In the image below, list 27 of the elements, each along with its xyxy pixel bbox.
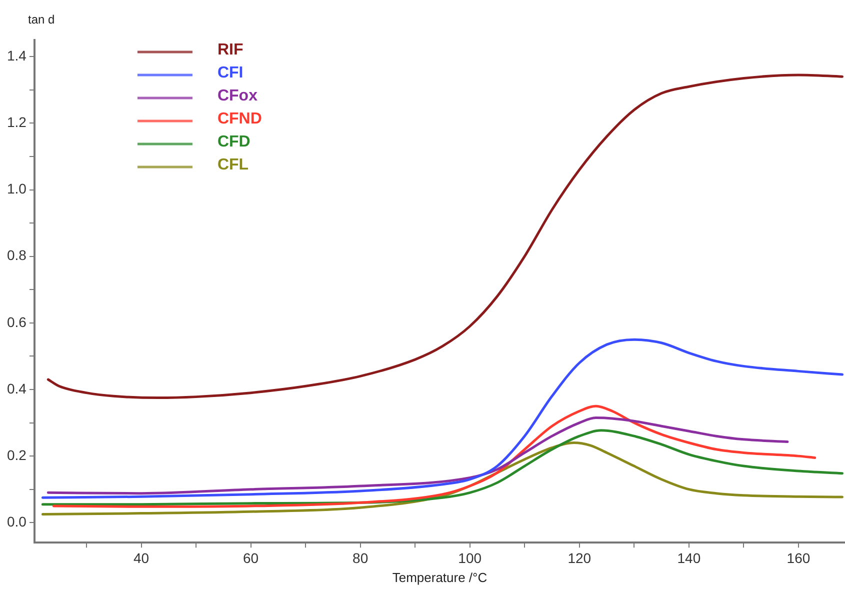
y-tick-label: 0.8 bbox=[6, 247, 27, 264]
x-tick-label: 60 bbox=[243, 550, 259, 566]
y-axis-title: tan d bbox=[28, 12, 55, 26]
x-tick-label: 120 bbox=[568, 550, 592, 566]
y-tick-label: 0.4 bbox=[6, 380, 27, 396]
y-tick-label: 0.2 bbox=[6, 446, 27, 463]
legend-label: CFox bbox=[217, 87, 258, 104]
y-tick-label: 1.4 bbox=[6, 48, 27, 64]
legend-label: CFD bbox=[217, 133, 250, 150]
y-tick-label: 1.0 bbox=[6, 180, 27, 197]
line-series bbox=[41, 338, 844, 499]
legend-label: CFND bbox=[217, 110, 262, 128]
line-series bbox=[52, 404, 816, 508]
x-tick-label: 100 bbox=[458, 550, 482, 566]
x-tick-label: 80 bbox=[352, 550, 368, 566]
legend-label: RIF bbox=[217, 41, 244, 58]
y-tick-label: 0.0 bbox=[6, 513, 27, 530]
x-tick-label: 40 bbox=[133, 550, 150, 566]
line-series bbox=[41, 429, 844, 506]
y-tick-label: 1.2 bbox=[6, 114, 27, 130]
line-series bbox=[46, 416, 789, 495]
legend-label: CFL bbox=[217, 156, 249, 174]
legend-label: CFI bbox=[217, 64, 244, 82]
x-axis-title: Temperature /°C bbox=[392, 570, 488, 585]
x-tick-label: 140 bbox=[677, 550, 701, 566]
x-tick-label: 160 bbox=[786, 550, 810, 566]
y-tick-label: 0.6 bbox=[6, 314, 27, 330]
